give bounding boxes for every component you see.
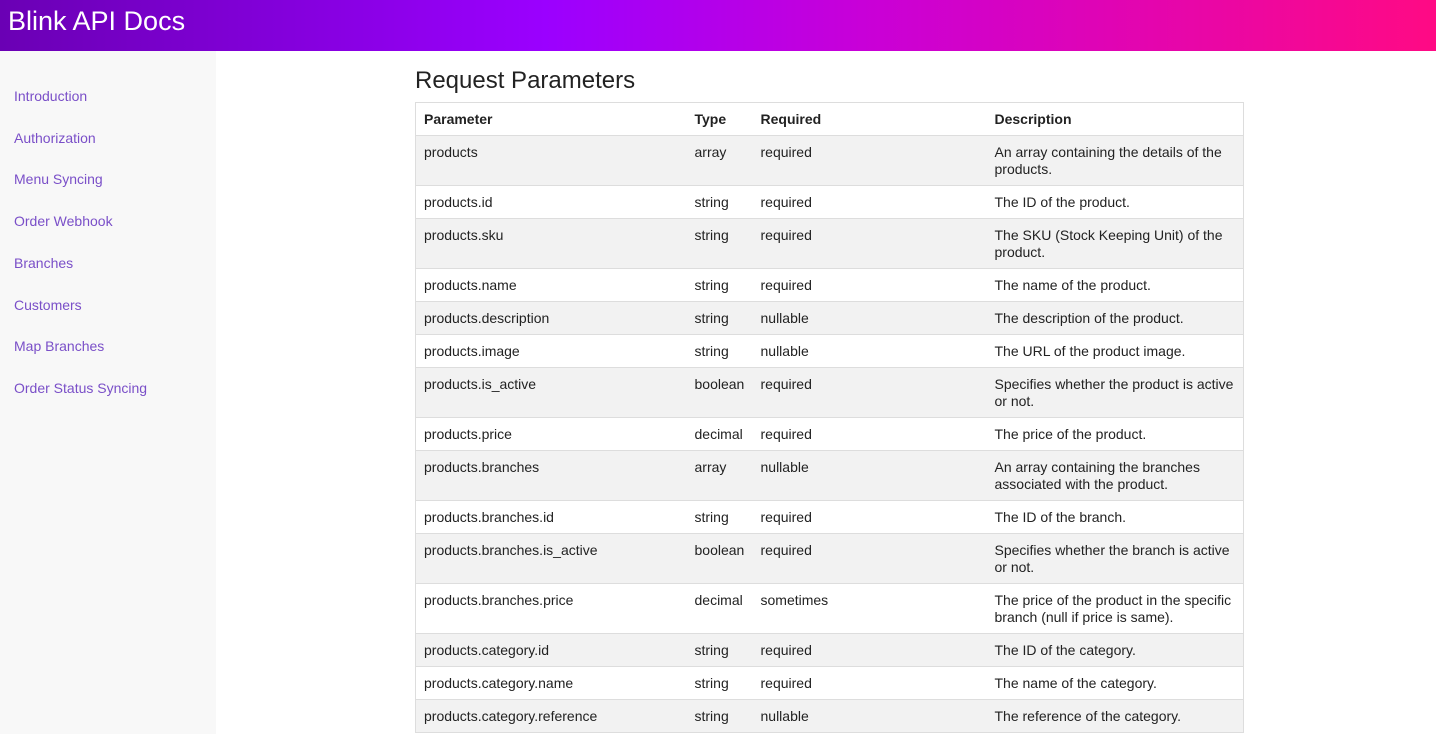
table-cell: products.branches.price	[415, 583, 687, 634]
table-row: products.id string required The ID of the p…	[415, 185, 1244, 219]
table-cell: required	[752, 135, 987, 186]
table-cell: required	[752, 633, 987, 667]
table-cell: nullable	[752, 334, 987, 368]
table-row: products.sku string required The SKU (Stock…	[415, 218, 1244, 269]
column-header: Required	[752, 102, 987, 136]
content: Request Parameters Parameter Type Required…	[415, 51, 1244, 733]
table-cell: The URL of the product image.	[986, 334, 1244, 368]
table-cell: The SKU (Stock Keeping Unit) of the prod…	[986, 218, 1244, 269]
table-cell: The ID of the branch.	[986, 500, 1244, 534]
table-cell: string	[686, 633, 753, 667]
table-cell: string	[686, 500, 753, 534]
table-cell: products.category.reference	[415, 699, 687, 733]
table-cell: nullable	[752, 699, 987, 733]
table-cell: The ID of the product.	[986, 185, 1244, 219]
table-cell: boolean	[686, 533, 753, 584]
table-body: products array required An array containing…	[415, 135, 1244, 733]
table-cell: products	[415, 135, 687, 186]
sidebar: Introduction Authorization Menu Syncing Ord…	[0, 51, 216, 734]
site-title: Blink API Docs	[8, 6, 186, 36]
table-cell: required	[752, 666, 987, 700]
nav-link[interactable]: Order Status Syncing	[14, 379, 148, 396]
table-row: products.image string nullable The URL of t…	[415, 334, 1244, 368]
table-cell: products.name	[415, 268, 687, 302]
table-cell: required	[752, 500, 987, 534]
table-cell: The description of the product.	[986, 301, 1244, 335]
table-row: products.name string required The name of t…	[415, 268, 1244, 302]
nav-link[interactable]: Order Webhook	[14, 213, 113, 230]
table-row: products.branches.id string required The ID…	[415, 500, 1244, 534]
table-cell: sometimes	[752, 583, 987, 634]
table-cell: products.branches	[415, 450, 687, 501]
table-row: products.category.id string required The ID…	[415, 633, 1244, 667]
table-cell: The name of the category.	[986, 666, 1244, 700]
section-title: Request Parameters	[415, 67, 636, 94]
table-row: products.description string nullable The de…	[415, 301, 1244, 335]
table-cell: products.description	[415, 301, 687, 335]
table-cell: nullable	[752, 450, 987, 501]
table-cell: The price of the product in the specific…	[986, 583, 1244, 634]
table-row: products.price decimal required The price o…	[415, 417, 1244, 451]
table-row: products.branches.price decimal sometimes T…	[415, 583, 1244, 634]
table-cell: decimal	[686, 583, 753, 634]
table-cell: required	[752, 185, 987, 219]
table-cell: required	[752, 417, 987, 451]
table-cell: products.category.id	[415, 633, 687, 667]
table-cell: products.branches.is_active	[415, 533, 687, 584]
table-cell: The price of the product.	[986, 417, 1244, 451]
table-row: products.branches array nullable An array c…	[415, 450, 1244, 501]
table-row: products array required An array containing…	[415, 135, 1244, 186]
params-table: Parameter Type Required Description product…	[415, 102, 1244, 733]
table-cell: required	[752, 367, 987, 418]
table-cell: nullable	[752, 301, 987, 335]
table-cell: products.is_active	[415, 367, 687, 418]
header-row: Parameter Type Required Description	[415, 102, 1244, 136]
nav-link[interactable]: Menu Syncing	[14, 171, 103, 188]
table-cell: The name of the product.	[986, 268, 1244, 302]
table-row: products.category.reference string nullabl…	[415, 699, 1244, 733]
table-cell: The ID of the category.	[986, 633, 1244, 667]
table-cell: products.price	[415, 417, 687, 451]
table-cell: boolean	[686, 367, 753, 418]
table-cell: array	[686, 135, 753, 186]
table-cell: products.image	[415, 334, 687, 368]
table-cell: array	[686, 450, 753, 501]
table-cell: string	[686, 334, 753, 368]
column-header: Description	[986, 102, 1244, 136]
table-cell: products.category.name	[415, 666, 687, 700]
table-cell: string	[686, 666, 753, 700]
table-cell: string	[686, 268, 753, 302]
table-cell: required	[752, 533, 987, 584]
table-cell: string	[686, 699, 753, 733]
table-cell: An array containing the details of the p…	[986, 135, 1244, 186]
table-cell: required	[752, 218, 987, 269]
table-cell: required	[752, 268, 987, 302]
nav-link[interactable]: Introduction	[14, 88, 88, 104]
table-cell: Specifies whether the product is active …	[986, 367, 1244, 418]
nav-link[interactable]: Authorization	[14, 129, 96, 146]
column-header: Type	[686, 102, 753, 136]
top-bar: Blink API Docs	[0, 0, 1436, 51]
table-cell: string	[686, 185, 753, 219]
column-header: Parameter	[415, 102, 687, 136]
table-cell: products.sku	[415, 218, 687, 269]
table-cell: Specifies whether the branch is active o…	[986, 533, 1244, 584]
table-cell: products.id	[415, 185, 687, 219]
table-cell: decimal	[686, 417, 753, 451]
table-cell: An array containing the branches associa…	[986, 450, 1244, 501]
table-cell: The reference of the category.	[986, 699, 1244, 733]
table-cell: string	[686, 218, 753, 269]
table-row: products.category.name string required The …	[415, 666, 1244, 700]
nav-link[interactable]: Customers	[14, 296, 82, 313]
table-row: products.is_active boolean required Specifi…	[415, 367, 1244, 418]
nav-link[interactable]: Branches	[14, 254, 74, 271]
nav-link[interactable]: Map Branches	[14, 338, 105, 355]
table-row: products.branches.is_active boolean requir…	[415, 533, 1244, 584]
table-cell: products.branches.id	[415, 500, 687, 534]
table-cell: string	[686, 301, 753, 335]
